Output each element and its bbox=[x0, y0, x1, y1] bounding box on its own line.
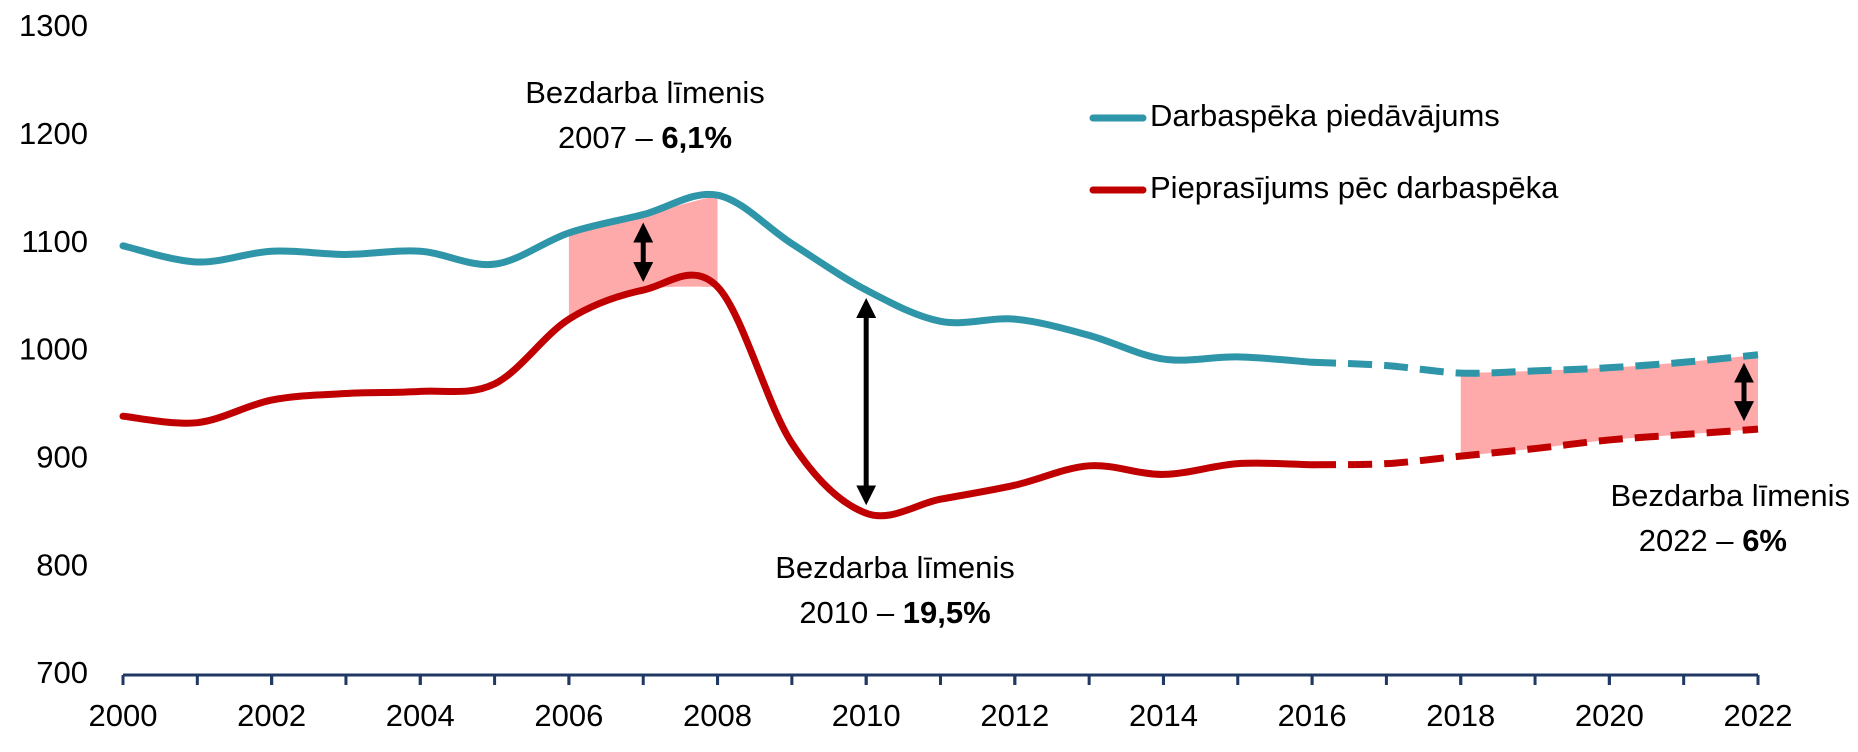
annotation: Bezdarba līmenis bbox=[775, 550, 1015, 585]
x-tick-label: 2006 bbox=[534, 698, 603, 733]
y-tick-label: 1000 bbox=[19, 332, 88, 367]
annotation-value: 6,1% bbox=[661, 120, 732, 155]
x-tick-label: 2002 bbox=[237, 698, 306, 733]
series-line bbox=[119, 190, 1316, 366]
annotation: 2022 – bbox=[1639, 523, 1735, 558]
y-tick-label: 800 bbox=[36, 547, 88, 582]
x-tick-label: 2012 bbox=[980, 698, 1049, 733]
x-tick-label: 2004 bbox=[386, 698, 455, 733]
y-tick-label: 1200 bbox=[19, 116, 88, 151]
x-tick-label: 2020 bbox=[1575, 698, 1644, 733]
annotation: 2022 – 6% bbox=[1639, 523, 1787, 558]
x-tick-label: 2022 bbox=[1724, 698, 1793, 733]
annotation: Bezdarba līmenis bbox=[1610, 478, 1850, 513]
lines bbox=[119, 190, 1759, 520]
x-tick-label: 2010 bbox=[832, 698, 901, 733]
annotation: 2007 – bbox=[558, 120, 654, 155]
annotation: 2010 – 19,5% bbox=[799, 595, 990, 630]
annotation: 2010 – bbox=[799, 595, 895, 630]
x-tick-label: 2008 bbox=[683, 698, 752, 733]
annotation-value: 19,5% bbox=[903, 595, 991, 630]
y-tick-label: 700 bbox=[36, 655, 88, 690]
x-tick-label: 2018 bbox=[1426, 698, 1495, 733]
legend: Darbaspēka piedāvājums Pieprasījums pēc d… bbox=[1089, 98, 1559, 205]
axes: 700 800 900 1000 1100 1200 1300 2000 2002 2004 200… bbox=[19, 8, 1792, 733]
series-line bbox=[119, 271, 1316, 520]
x-tick-label: 2016 bbox=[1278, 698, 1347, 733]
x-tick-label: 2000 bbox=[89, 698, 158, 733]
arrows bbox=[633, 222, 1754, 506]
x-tick-label: 2014 bbox=[1129, 698, 1198, 733]
annotation: 2007 – 6,1% bbox=[558, 120, 732, 155]
shading bbox=[568, 195, 1758, 457]
annotation: Bezdarba līmenis bbox=[525, 75, 765, 110]
forecast-line bbox=[1312, 425, 1759, 469]
forecast-line bbox=[1311, 351, 1759, 377]
plot: 700 800 900 1000 1100 1200 1300 2000 2002 2004 200… bbox=[19, 8, 1792, 733]
legend-label: Darbaspēka piedāvājums bbox=[1150, 98, 1500, 133]
y-tick-label: 1300 bbox=[19, 8, 88, 43]
y-tick-label: 900 bbox=[36, 440, 88, 475]
shaded-gap bbox=[1460, 354, 1758, 457]
legend-label: Pieprasījums pēc darbaspēka bbox=[1150, 170, 1559, 205]
y-tick-label: 1100 bbox=[21, 224, 88, 259]
annotation-value: 6% bbox=[1742, 523, 1787, 558]
